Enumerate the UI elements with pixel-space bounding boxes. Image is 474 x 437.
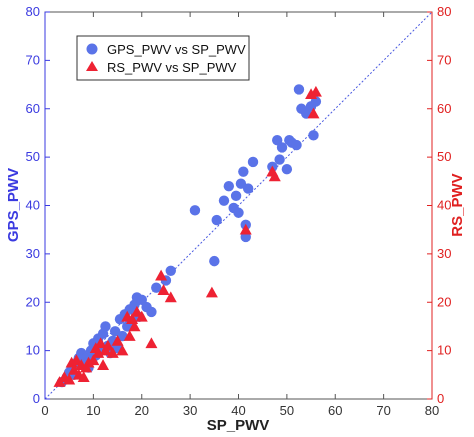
left-tick-label: 50 bbox=[26, 149, 40, 164]
rs-point bbox=[157, 284, 170, 295]
right-tick-label: 40 bbox=[437, 198, 451, 213]
legend: GPS_PWV vs SP_PWV RS_PWV vs SP_PWV bbox=[76, 35, 250, 81]
one-to-one-line bbox=[44, 11, 433, 400]
rs-point bbox=[309, 85, 322, 97]
rs-point bbox=[87, 354, 100, 366]
gps-point bbox=[233, 207, 244, 218]
x-tick-label: 40 bbox=[231, 403, 245, 418]
rs-point bbox=[77, 371, 90, 383]
right-tick-label: 0 bbox=[437, 391, 444, 406]
rs-point bbox=[123, 330, 136, 341]
gps-point bbox=[242, 183, 254, 194]
rs-point bbox=[155, 269, 168, 281]
rs-point bbox=[111, 334, 124, 346]
gps-point bbox=[291, 139, 302, 151]
left-tick-label: 0 bbox=[33, 391, 40, 406]
gps-point bbox=[238, 166, 249, 177]
rs-point bbox=[116, 344, 129, 356]
gps-point bbox=[146, 306, 157, 318]
right-tick-label: 30 bbox=[437, 246, 451, 261]
rs-point bbox=[135, 310, 148, 322]
gps-point bbox=[165, 265, 176, 277]
x-tick-label: 0 bbox=[41, 403, 48, 418]
gps-point bbox=[223, 180, 235, 192]
rs-point bbox=[97, 359, 110, 370]
gps-point bbox=[293, 84, 305, 95]
right-tick-label: 10 bbox=[437, 343, 451, 358]
legend-gps-marker bbox=[86, 43, 98, 55]
rs-point bbox=[126, 313, 139, 324]
legend-rs-marker bbox=[86, 61, 98, 71]
x-tick-label: 80 bbox=[425, 403, 439, 418]
gps-point bbox=[218, 195, 230, 206]
right-tick-label: 20 bbox=[437, 294, 451, 309]
rs-point bbox=[94, 337, 107, 349]
gps-point bbox=[274, 154, 285, 165]
rs-point bbox=[128, 320, 141, 332]
left-tick-label: 70 bbox=[26, 52, 40, 67]
left-tick-label: 10 bbox=[26, 343, 40, 358]
right-axis-title: RS_PWV bbox=[449, 173, 466, 236]
gps-point bbox=[281, 164, 293, 175]
rs-point bbox=[101, 339, 114, 351]
left-tick-label: 60 bbox=[26, 101, 40, 116]
rs-point bbox=[106, 347, 119, 358]
left-tick-label: 30 bbox=[26, 246, 40, 261]
legend-box bbox=[76, 35, 250, 81]
x-tick-label: 30 bbox=[183, 403, 197, 418]
gps-point bbox=[276, 142, 288, 153]
rs-point bbox=[130, 305, 143, 317]
rs-point bbox=[63, 373, 76, 385]
rs-point bbox=[307, 107, 320, 119]
left-tick-label: 40 bbox=[26, 198, 40, 213]
gps-point bbox=[211, 214, 222, 226]
gps-point bbox=[209, 255, 220, 267]
x-tick-label: 50 bbox=[280, 403, 294, 418]
rs-point bbox=[68, 363, 81, 375]
x-tick-label: 60 bbox=[328, 403, 342, 418]
left-tick-label: 20 bbox=[26, 294, 40, 309]
rs-point bbox=[205, 286, 218, 298]
legend-gps-label: GPS_PWV vs SP_PWV bbox=[107, 42, 246, 57]
rs-point bbox=[145, 337, 158, 349]
x-tick-label: 10 bbox=[86, 403, 100, 418]
right-tick-label: 70 bbox=[437, 52, 451, 67]
x-axis-title: SP_PWV bbox=[207, 417, 270, 434]
rs-point bbox=[239, 223, 252, 235]
gps-point bbox=[308, 130, 319, 141]
right-tick-label: 50 bbox=[437, 149, 451, 164]
gps-point bbox=[230, 190, 242, 202]
legend-rs-label: RS_PWV vs SP_PWV bbox=[107, 60, 237, 75]
right-tick-label: 80 bbox=[437, 4, 451, 19]
gps-point bbox=[100, 321, 111, 332]
x-tick-label: 70 bbox=[376, 403, 390, 418]
left-tick-label: 80 bbox=[26, 4, 40, 19]
left-axis-title: GPS_PWV bbox=[5, 168, 22, 242]
x-tick-label: 20 bbox=[135, 403, 149, 418]
gps-point bbox=[151, 282, 162, 293]
gps-point bbox=[247, 156, 259, 168]
rs-point bbox=[164, 291, 177, 303]
right-tick-label: 60 bbox=[437, 101, 451, 116]
rs-point bbox=[70, 354, 83, 366]
rs-point bbox=[268, 170, 281, 182]
gps-point bbox=[189, 205, 201, 216]
